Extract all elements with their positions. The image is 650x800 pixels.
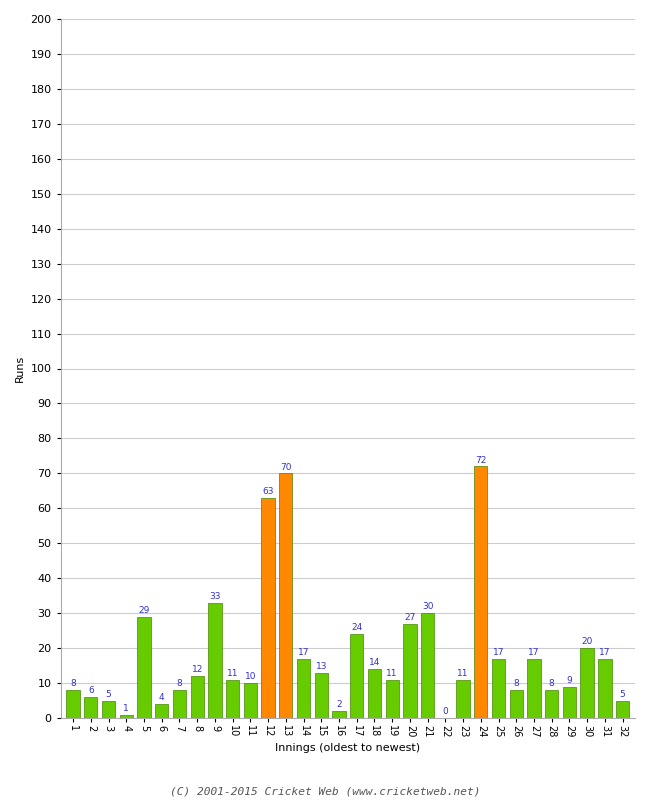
Bar bbox=[279, 474, 293, 718]
Text: 10: 10 bbox=[244, 672, 256, 682]
Text: 11: 11 bbox=[227, 669, 239, 678]
Text: 20: 20 bbox=[582, 638, 593, 646]
Bar bbox=[297, 658, 310, 718]
Bar bbox=[350, 634, 363, 718]
Bar bbox=[66, 690, 80, 718]
Text: 8: 8 bbox=[70, 679, 76, 688]
Text: 11: 11 bbox=[386, 669, 398, 678]
Text: 1: 1 bbox=[124, 704, 129, 713]
Bar bbox=[102, 701, 115, 718]
Text: 17: 17 bbox=[298, 648, 309, 657]
Text: (C) 2001-2015 Cricket Web (www.cricketweb.net): (C) 2001-2015 Cricket Web (www.cricketwe… bbox=[170, 786, 480, 796]
Text: 33: 33 bbox=[209, 592, 220, 601]
Text: 12: 12 bbox=[192, 666, 203, 674]
X-axis label: Innings (oldest to newest): Innings (oldest to newest) bbox=[276, 743, 421, 753]
Bar bbox=[421, 613, 434, 718]
Text: 5: 5 bbox=[106, 690, 111, 698]
Bar bbox=[474, 466, 488, 718]
Bar bbox=[155, 704, 168, 718]
Bar bbox=[84, 697, 98, 718]
Bar bbox=[120, 714, 133, 718]
Text: 5: 5 bbox=[619, 690, 625, 698]
Text: 17: 17 bbox=[528, 648, 539, 657]
Bar bbox=[385, 679, 399, 718]
Text: 8: 8 bbox=[549, 679, 554, 688]
Bar bbox=[510, 690, 523, 718]
Bar bbox=[190, 676, 204, 718]
Bar bbox=[315, 673, 328, 718]
Bar bbox=[226, 679, 239, 718]
Bar bbox=[563, 686, 576, 718]
Bar bbox=[492, 658, 505, 718]
Bar bbox=[527, 658, 541, 718]
Bar bbox=[598, 658, 612, 718]
Bar bbox=[403, 624, 417, 718]
Text: 8: 8 bbox=[514, 679, 519, 688]
Bar bbox=[208, 602, 222, 718]
Text: 27: 27 bbox=[404, 613, 415, 622]
Bar bbox=[137, 617, 151, 718]
Text: 17: 17 bbox=[493, 648, 504, 657]
Bar bbox=[368, 669, 381, 718]
Text: 4: 4 bbox=[159, 694, 164, 702]
Text: 29: 29 bbox=[138, 606, 150, 615]
Text: 9: 9 bbox=[567, 676, 572, 685]
Bar bbox=[173, 690, 186, 718]
Text: 30: 30 bbox=[422, 602, 434, 611]
Text: 70: 70 bbox=[280, 462, 292, 472]
Bar bbox=[616, 701, 629, 718]
Text: 63: 63 bbox=[263, 487, 274, 496]
Bar bbox=[456, 679, 470, 718]
Bar bbox=[545, 690, 558, 718]
Text: 24: 24 bbox=[351, 623, 362, 632]
Bar bbox=[580, 648, 594, 718]
Bar bbox=[261, 498, 275, 718]
Text: 14: 14 bbox=[369, 658, 380, 667]
Text: 11: 11 bbox=[458, 669, 469, 678]
Text: 8: 8 bbox=[177, 679, 183, 688]
Text: 17: 17 bbox=[599, 648, 610, 657]
Text: 72: 72 bbox=[475, 456, 486, 465]
Text: 2: 2 bbox=[336, 700, 342, 710]
Text: 6: 6 bbox=[88, 686, 94, 695]
Bar bbox=[332, 711, 346, 718]
Y-axis label: Runs: Runs bbox=[15, 355, 25, 382]
Bar bbox=[244, 683, 257, 718]
Text: 0: 0 bbox=[443, 707, 448, 716]
Text: 13: 13 bbox=[315, 662, 327, 671]
